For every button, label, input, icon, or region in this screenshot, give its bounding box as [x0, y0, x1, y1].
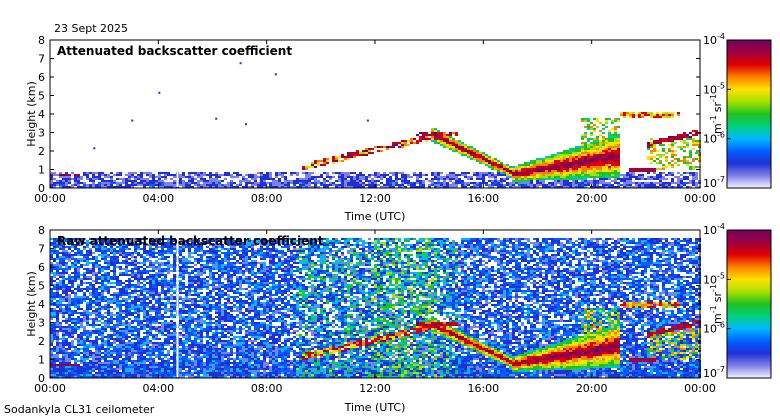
y-tick-label: 0: [38, 372, 45, 385]
panel-title: Attenuated backscatter coefficient: [57, 44, 292, 58]
y-tick-label: 8: [38, 34, 45, 47]
y-axis-label: Height (km): [25, 81, 38, 147]
y-tick-label: 6: [38, 71, 45, 84]
x-tick-label: 00:00: [684, 382, 716, 395]
y-tick-label: 8: [38, 224, 45, 237]
y-tick-label: 4: [38, 298, 45, 311]
y-tick-label: 3: [38, 127, 45, 140]
y-tick-label: 0: [38, 182, 45, 195]
x-tick-label: 16:00: [467, 382, 499, 395]
x-tick-label: 20:00: [576, 192, 608, 205]
colorbar-tick-label: 10-7: [703, 175, 725, 190]
y-tick-label: 2: [38, 145, 45, 158]
footer-label: Sodankyla CL31 ceilometer: [4, 403, 155, 416]
x-tick-label: 08:00: [251, 382, 283, 395]
x-tick-label: 04:00: [142, 382, 174, 395]
x-tick-label: 04:00: [142, 192, 174, 205]
x-tick-label: 12:00: [359, 382, 391, 395]
y-tick-label: 1: [38, 354, 45, 367]
y-tick-label: 3: [38, 317, 45, 330]
y-tick-label: 2: [38, 335, 45, 348]
colorbar: 10-410-510-610-7m-1sr-1: [703, 222, 771, 380]
colorbar-tick-label: 10-7: [703, 365, 725, 380]
colorbar-tick-label: 10-4: [703, 32, 725, 47]
x-tick-label: 12:00: [359, 192, 391, 205]
y-axis-label: Height (km): [25, 271, 38, 337]
date-label: 23 Sept 2025: [54, 22, 128, 35]
top-panel: Attenuated backscatter coefficient 00:00…: [25, 32, 771, 223]
colorbar-unit-label: m-1sr-1: [709, 94, 724, 134]
y-tick-label: 7: [38, 243, 45, 256]
colorbar: 10-410-510-610-7m-1sr-1: [703, 32, 771, 190]
y-tick-label: 5: [38, 90, 45, 103]
x-tick-label: 00:00: [684, 192, 716, 205]
panel-title: Raw attenuated backscatter coefficient: [57, 234, 324, 248]
y-tick-label: 1: [38, 164, 45, 177]
colorbar-gradient: [727, 230, 771, 378]
x-tick-label: 16:00: [467, 192, 499, 205]
colorbar-tick-label: 10-4: [703, 222, 725, 237]
colorbar-unit-label: m-1sr-1: [709, 284, 724, 324]
heatmap-area: [50, 41, 701, 188]
y-tick-label: 5: [38, 280, 45, 293]
x-tick-label: 08:00: [251, 192, 283, 205]
colorbar-gradient: [727, 40, 771, 188]
y-tick-label: 4: [38, 108, 45, 121]
x-axis-label: Time (UTC): [344, 401, 406, 414]
heatmap-area: [50, 231, 701, 378]
y-tick-label: 6: [38, 261, 45, 274]
y-tick-label: 7: [38, 53, 45, 66]
x-axis-label: Time (UTC): [344, 210, 406, 223]
x-tick-label: 20:00: [576, 382, 608, 395]
bottom-panel: Raw attenuated backscatter coefficient 0…: [25, 222, 771, 414]
